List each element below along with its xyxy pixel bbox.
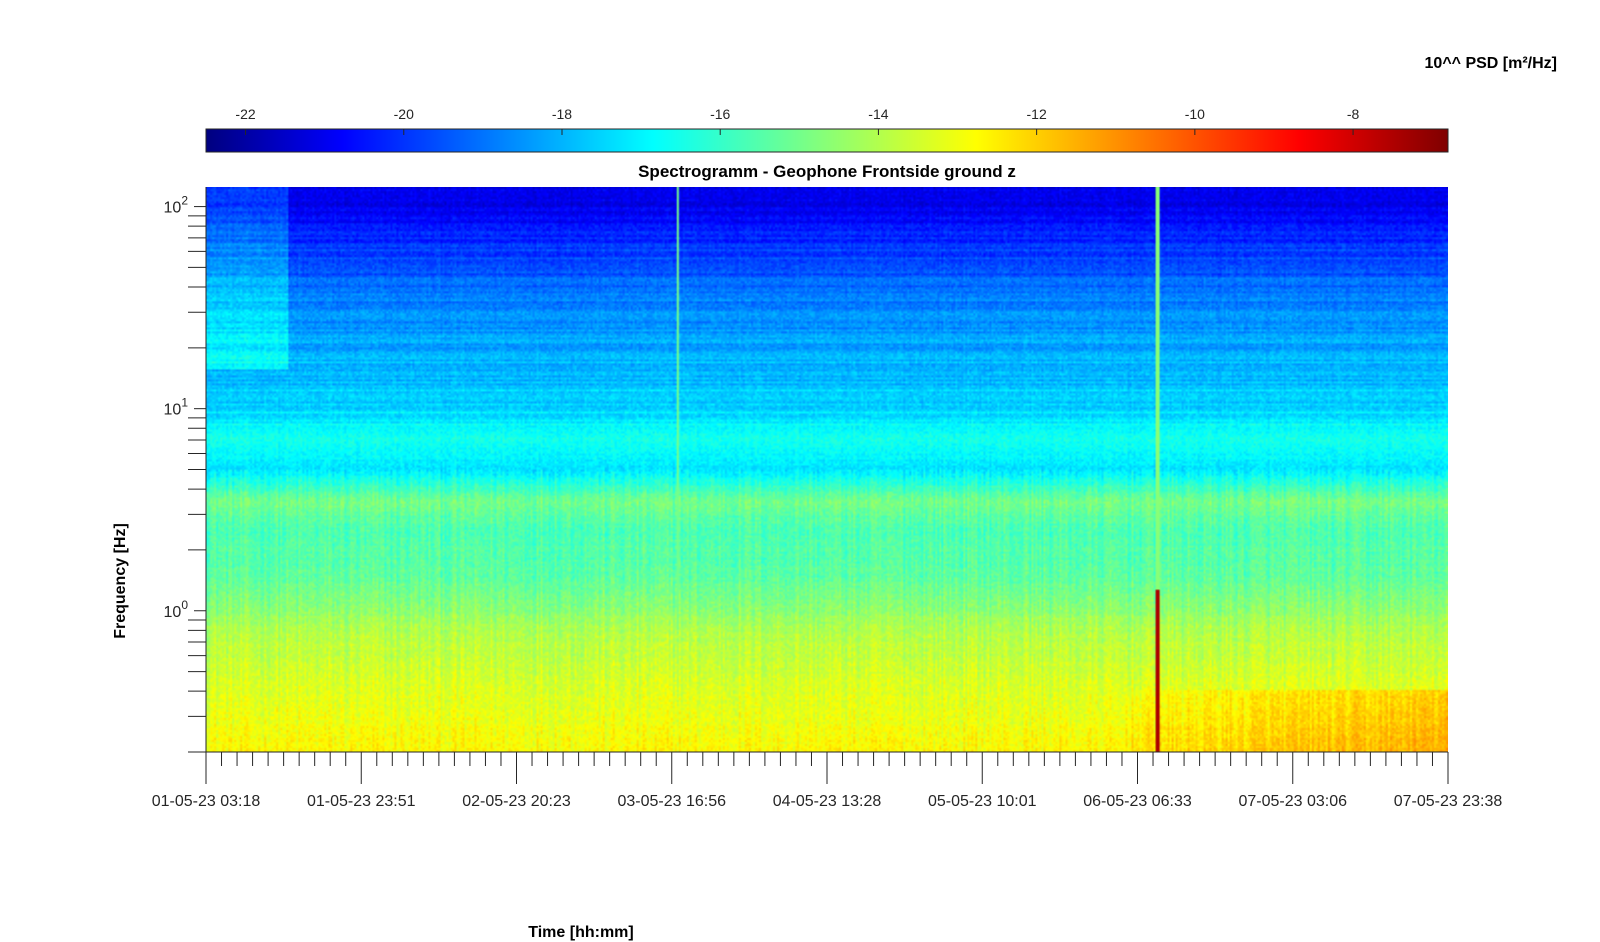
x-tick-label: 03-05-23 16:56 [617,793,726,810]
plot-area [205,187,1448,753]
y-axis-label: Frequency [Hz] [112,523,129,639]
colorbar-tick-label: -18 [552,106,572,122]
colorbar-tick-label: -20 [394,106,414,122]
y-tick-label: 102 [164,194,189,217]
x-axis-label: Time [hh:mm] [528,924,633,941]
x-tick-label: 02-05-23 20:23 [462,793,571,810]
x-tick-label: 01-05-23 03:18 [152,793,261,810]
x-tick-label: 07-05-23 03:06 [1238,793,1347,810]
y-tick-label: 100 [164,598,189,621]
y-tick-label: 101 [164,396,189,419]
x-axis-ticks: 01-05-23 03:18 01-05-23 23:51 02-05-23 20:… [152,752,1503,810]
x-tick-label: 05-05-23 10:01 [928,793,1037,810]
x-tick-label: 06-05-23 06:33 [1083,793,1192,810]
colorbar: 10^^ PSD [m²/Hz] -22 -20 -18 -16 -14 -12 -10 -8 [205,55,1557,153]
colorbar-tick-label: -8 [1347,106,1360,122]
spectrogram-heatmap [206,187,1448,752]
x-tick-label: 04-05-23 13:28 [773,793,882,810]
x-tick-label: 07-05-23 23:38 [1394,793,1503,810]
colorbar-ticks: -22 -20 -18 -16 -14 -12 -10 -8 [235,106,1360,135]
colorbar-tick-label: -22 [235,106,255,122]
colorbar-strip [205,128,1449,153]
colorbar-tick-label: -12 [1027,106,1047,122]
chart-title: Spectrogramm - Geophone Frontside ground… [638,162,1016,181]
y-axis-ticks: 100 101 102 [164,194,206,753]
x-tick-label: 01-05-23 23:51 [307,793,416,810]
colorbar-tick-label: -10 [1185,106,1205,122]
colorbar-tick-label: -16 [710,106,730,122]
colorbar-label: 10^^ PSD [m²/Hz] [1425,55,1557,72]
colorbar-tick-label: -14 [868,106,888,122]
